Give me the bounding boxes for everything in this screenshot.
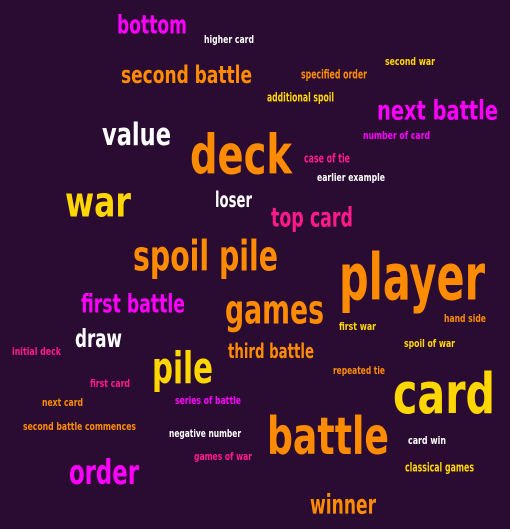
word-spoil-of-war: spoil of war — [404, 337, 456, 351]
word-number-of-card: number of card — [363, 129, 431, 143]
word-deck: deck — [190, 123, 293, 187]
word-top-card: top card — [271, 201, 354, 233]
word-second-battle-commences: second battle commences — [23, 420, 137, 434]
word-value: value — [102, 116, 172, 153]
word-war: war — [65, 178, 131, 227]
word-games: games — [225, 286, 324, 334]
word-second-battle: second battle — [121, 61, 252, 90]
word-winner: winner — [310, 488, 377, 520]
word-spoil-pile: spoil pile — [133, 232, 278, 281]
word-next-card: next card — [42, 396, 83, 410]
word-order: order — [69, 453, 139, 493]
word-pile: pile — [152, 342, 214, 394]
word-second-war: second war — [385, 55, 436, 69]
word-card: card — [393, 361, 496, 427]
word-specified-order: specified order — [301, 67, 367, 82]
word-bottom: bottom — [117, 9, 188, 40]
word-negative-number: negative number — [169, 427, 242, 441]
word-earlier-example: earlier example — [317, 171, 386, 185]
word-case-of-tie: case of tie — [304, 151, 351, 166]
word-third-battle: third battle — [228, 339, 315, 363]
word-first-war: first war — [339, 320, 377, 334]
word-card-win: card win — [408, 434, 446, 448]
word-draw: draw — [75, 324, 122, 354]
word-additional-spoil: additional spoil — [267, 90, 334, 105]
word-repeated-tie: repeated tie — [333, 364, 385, 378]
word-classical-games: classical games — [405, 460, 474, 475]
word-loser: loser — [215, 188, 252, 213]
word-higher-card: higher card — [204, 33, 254, 47]
word-first-card: first card — [90, 377, 130, 391]
word-player: player — [339, 240, 486, 315]
word-initial-deck: initial deck — [12, 345, 61, 359]
word-hand-side: hand side — [444, 312, 486, 326]
word-series-of-battle: series of battle — [175, 394, 241, 408]
word-next-battle: next battle — [377, 94, 498, 126]
word-games-of-war: games of war — [194, 450, 253, 464]
word-first-battle: first battle — [81, 288, 185, 319]
word-battle: battle — [267, 407, 389, 467]
